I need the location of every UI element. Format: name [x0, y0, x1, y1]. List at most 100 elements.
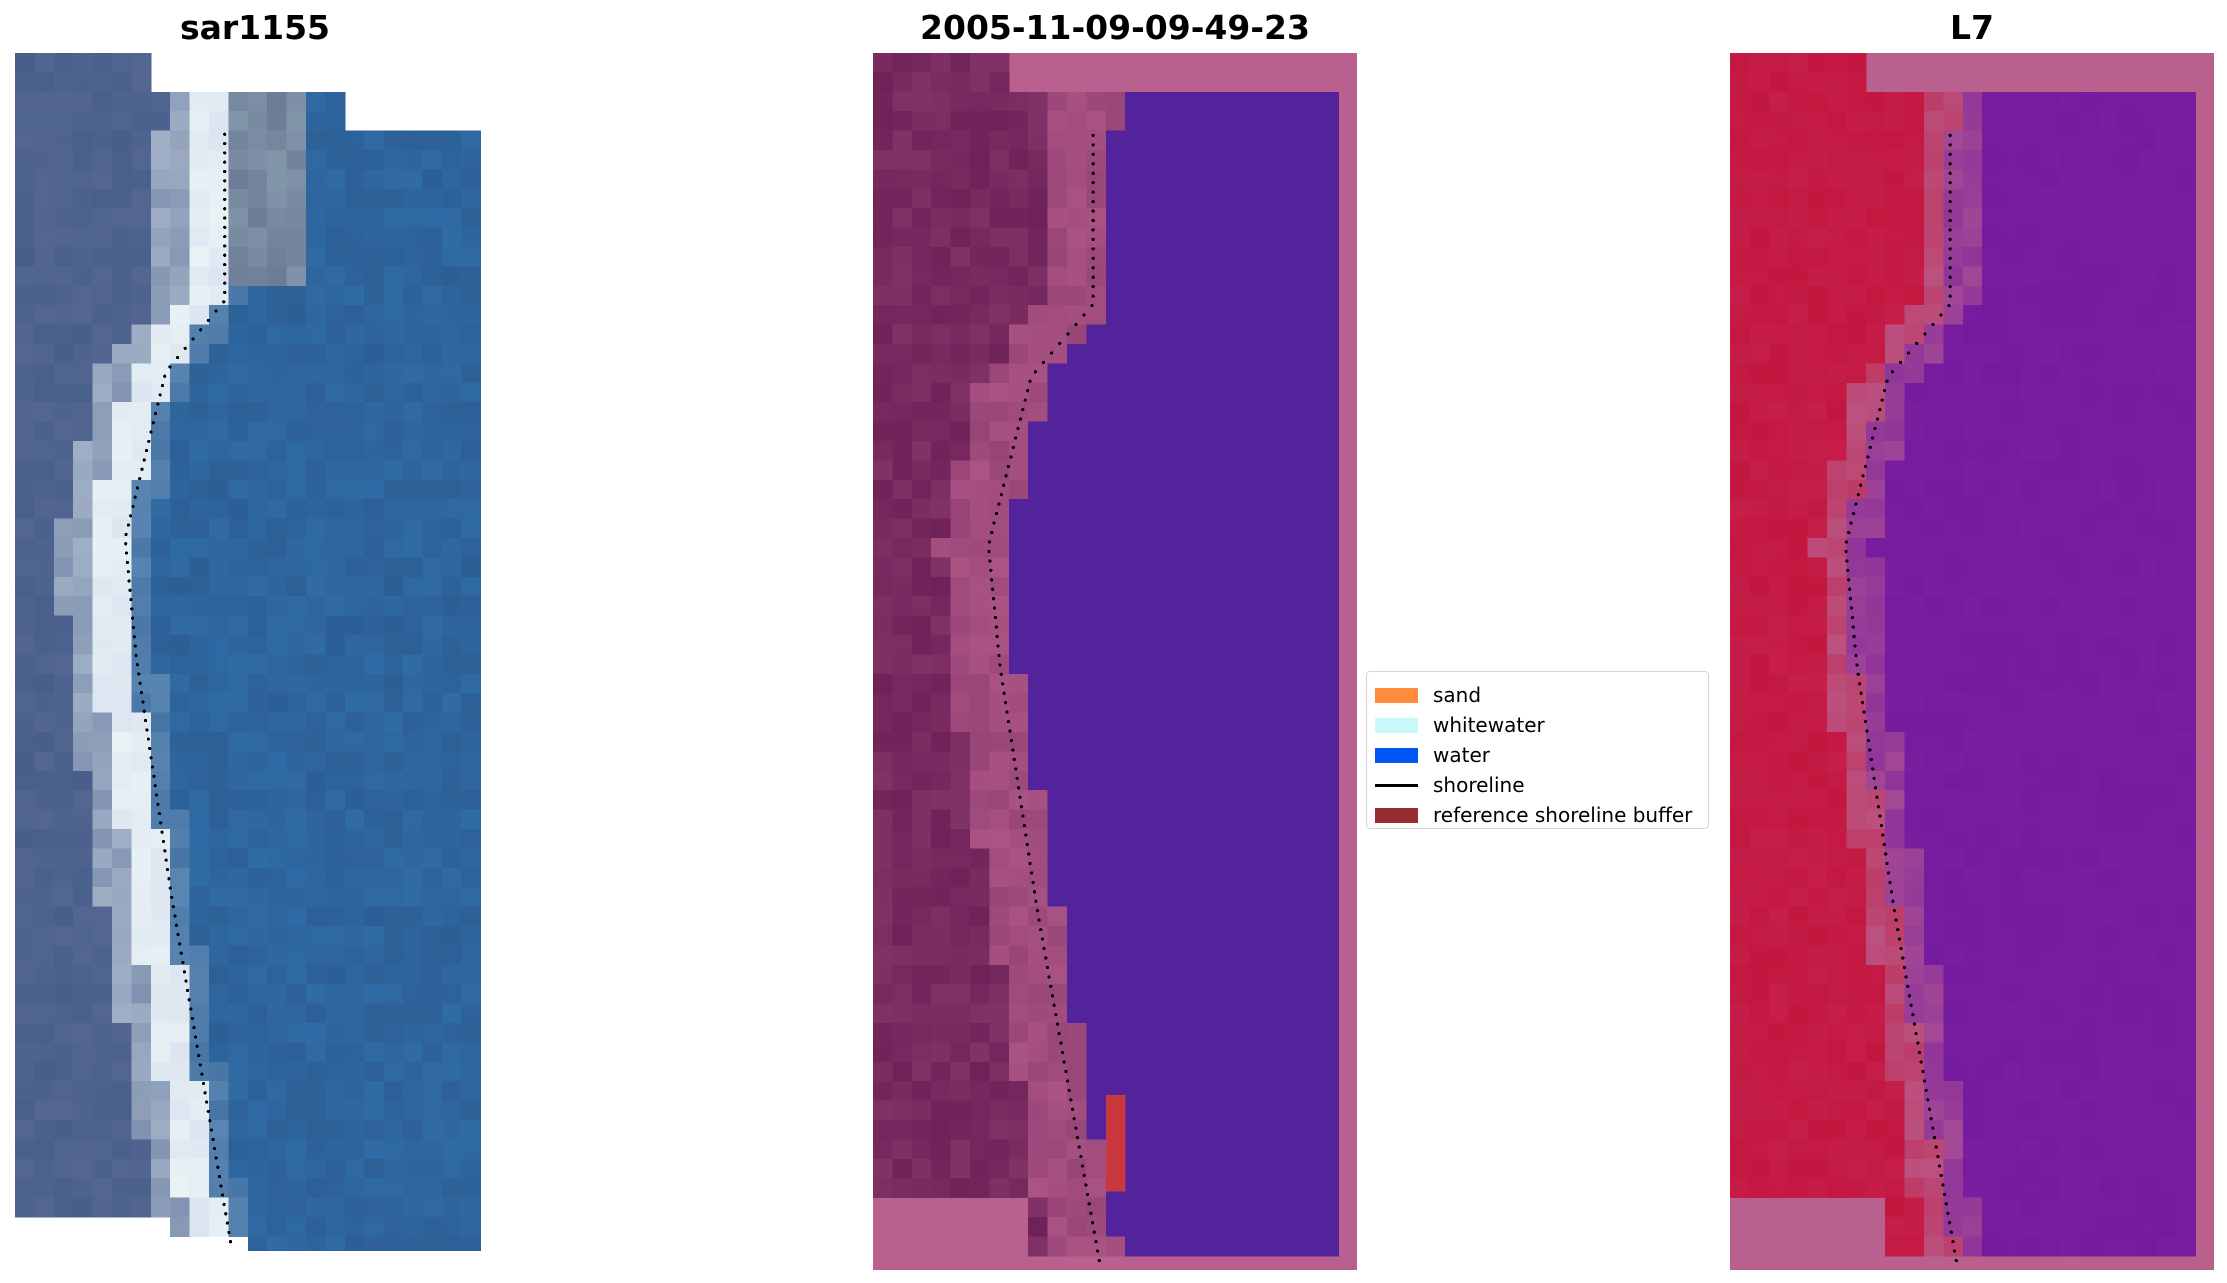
shoreline-point	[195, 1044, 199, 1048]
shoreline-point	[163, 849, 167, 853]
shoreline-point	[197, 1053, 201, 1058]
shoreline-point	[1041, 360, 1046, 364]
shoreline-point	[1919, 1060, 1923, 1064]
shoreline-point	[198, 1063, 202, 1067]
legend-swatch-water	[1375, 747, 1418, 763]
shoreline-point	[1055, 1022, 1060, 1026]
shoreline-point	[1075, 1136, 1080, 1140]
shoreline-point	[1018, 795, 1022, 799]
shoreline-point	[1067, 1088, 1071, 1092]
shoreline-point	[1033, 370, 1038, 374]
shoreline-point	[1914, 1032, 1918, 1036]
shoreline-point	[133, 495, 137, 499]
shoreline-point	[1845, 559, 1849, 563]
shoreline-point	[1909, 1003, 1913, 1007]
shoreline-point	[213, 1147, 217, 1151]
shoreline-point	[1854, 502, 1858, 506]
shoreline-point	[223, 188, 227, 192]
shoreline-point	[1096, 1249, 1100, 1253]
shoreline-point	[137, 672, 141, 676]
shoreline-point	[1084, 1183, 1088, 1187]
shoreline-point	[1027, 852, 1031, 856]
red-patch	[1106, 1095, 1126, 1192]
shoreline-point	[209, 1128, 214, 1132]
shoreline-point	[1846, 568, 1850, 572]
shoreline-point	[150, 765, 155, 769]
shoreline-point	[168, 365, 172, 369]
shoreline-point	[1854, 653, 1858, 658]
shoreline-point	[1009, 455, 1013, 459]
shoreline-point	[987, 540, 991, 544]
legend-label: water	[1433, 743, 1490, 767]
shoreline-point	[164, 858, 168, 862]
shoreline-point	[158, 393, 162, 397]
shoreline-point	[993, 616, 997, 620]
legend-item-sand: sand	[1375, 680, 1708, 710]
shoreline-point	[167, 877, 171, 881]
shoreline-point	[1024, 833, 1028, 837]
shoreline-point	[1851, 625, 1855, 629]
shoreline-point	[223, 244, 227, 248]
shoreline-point	[138, 477, 142, 481]
shoreline-point	[990, 578, 994, 582]
shoreline-point	[997, 502, 1001, 506]
shoreline-point	[223, 141, 227, 146]
shoreline-point	[186, 988, 190, 993]
shoreline-point	[1872, 776, 1876, 780]
shoreline-point	[991, 597, 996, 601]
shoreline-point	[1948, 181, 1952, 185]
shoreline-point	[1871, 436, 1875, 440]
shoreline-point	[1923, 332, 1927, 336]
shoreline-point	[1948, 294, 1952, 298]
shoreline-point	[1907, 351, 1911, 355]
shoreline-point	[1951, 1240, 1955, 1244]
shoreline-point	[171, 905, 175, 909]
shoreline-point	[1082, 313, 1086, 317]
shoreline-point	[1021, 814, 1025, 818]
shoreline-point	[1094, 1240, 1098, 1244]
shoreline-point	[126, 523, 130, 527]
shoreline-point	[1948, 218, 1952, 223]
shoreline-point	[1015, 776, 1019, 780]
shoreline-point	[1954, 1258, 1958, 1263]
shoreline-point	[1091, 162, 1095, 166]
shoreline-point	[135, 486, 140, 490]
shoreline-point	[1014, 436, 1018, 440]
panel-title-index: L7	[1950, 8, 1994, 47]
shoreline-point	[1029, 871, 1034, 875]
shoreline-point	[1896, 928, 1900, 932]
shoreline-point	[1929, 1117, 1933, 1121]
shoreline-point	[206, 318, 210, 322]
shoreline-point	[1091, 228, 1095, 232]
shoreline-point	[1931, 322, 1935, 327]
shoreline-point	[147, 439, 151, 443]
shoreline-point	[223, 197, 227, 202]
shoreline-point	[1057, 1032, 1061, 1036]
shoreline-point	[1091, 152, 1095, 156]
shoreline-point	[223, 169, 227, 174]
shoreline-point	[1058, 341, 1062, 346]
legend-label: whitewater	[1433, 713, 1545, 737]
shoreline-point	[1902, 965, 1907, 970]
shoreline-point	[219, 1184, 223, 1188]
shoreline-point	[1881, 833, 1885, 837]
shoreline-point	[192, 1026, 196, 1030]
shoreline-point	[1037, 918, 1041, 922]
shoreline-point	[126, 570, 130, 574]
shoreline-point	[1907, 994, 1912, 998]
shoreline-point	[1859, 691, 1863, 695]
shoreline-point	[1091, 275, 1095, 279]
shoreline-point	[142, 709, 146, 713]
shoreline-point	[1856, 672, 1860, 676]
shoreline-point	[1085, 1192, 1090, 1196]
shoreline-point	[1025, 842, 1029, 847]
shoreline-point	[1926, 1098, 1930, 1102]
shoreline-point	[149, 756, 153, 760]
shoreline-point	[1011, 748, 1015, 752]
shoreline-point	[1865, 729, 1869, 733]
shoreline-point	[222, 1202, 226, 1207]
shoreline-point	[125, 560, 130, 564]
shoreline-point	[1003, 701, 1008, 705]
shoreline-point	[1891, 899, 1895, 903]
shoreline-point	[1884, 852, 1888, 856]
